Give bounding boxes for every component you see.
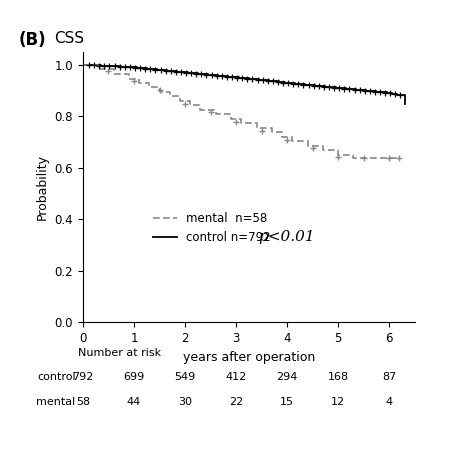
- Y-axis label: Probability: Probability: [36, 154, 49, 220]
- Text: 22: 22: [229, 396, 243, 407]
- Text: CSS: CSS: [55, 31, 85, 46]
- Text: 15: 15: [280, 396, 294, 407]
- Text: (B): (B): [19, 31, 46, 49]
- Text: p<0.01: p<0.01: [259, 230, 316, 245]
- Text: 294: 294: [276, 372, 298, 382]
- Text: 549: 549: [174, 372, 196, 382]
- Text: 58: 58: [76, 396, 90, 407]
- Text: 4: 4: [386, 396, 393, 407]
- Text: control: control: [37, 372, 76, 382]
- Text: Number at risk: Number at risk: [78, 348, 161, 358]
- Text: 168: 168: [328, 372, 349, 382]
- Text: 792: 792: [72, 372, 94, 382]
- Text: 699: 699: [123, 372, 145, 382]
- Text: 412: 412: [226, 372, 246, 382]
- X-axis label: years after operation: years after operation: [182, 351, 315, 364]
- Text: 30: 30: [178, 396, 192, 407]
- Text: mental: mental: [36, 396, 76, 407]
- Text: 44: 44: [127, 396, 141, 407]
- Legend: mental  n=58, control n=792: mental n=58, control n=792: [148, 208, 276, 249]
- Text: 12: 12: [331, 396, 345, 407]
- Text: 87: 87: [382, 372, 396, 382]
